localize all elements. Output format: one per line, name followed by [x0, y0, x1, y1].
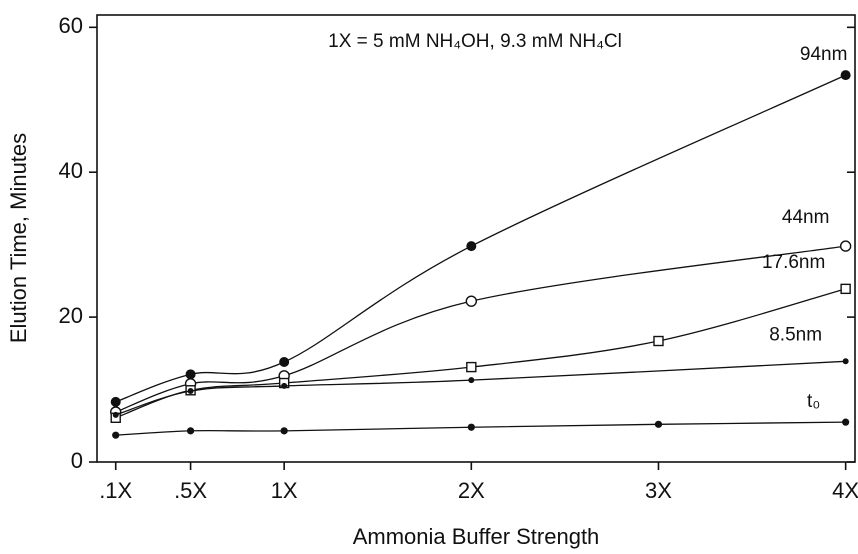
- annotation: 1X = 5 mM NH₄OH, 9.3 mM NH₄Cl: [328, 31, 622, 52]
- series-line: [115, 288, 846, 419]
- marker: [467, 423, 475, 431]
- series-label: 17.6nm: [762, 252, 825, 273]
- y-tick-label: 60: [59, 13, 83, 38]
- marker: [112, 431, 120, 439]
- series-line: [115, 421, 846, 436]
- marker: [840, 283, 851, 295]
- y-axis-label: Elution Time, Minutes: [6, 133, 31, 343]
- marker: [842, 418, 850, 426]
- y-tick-label: 40: [59, 158, 83, 183]
- marker: [281, 382, 288, 389]
- marker: [466, 361, 477, 373]
- marker: [840, 70, 851, 81]
- x-axis-label: Ammonia Buffer Strength: [353, 524, 600, 549]
- x-tick-label: .1X: [99, 478, 132, 503]
- marker: [110, 396, 121, 407]
- series-label: t₀: [807, 391, 820, 412]
- x-tick-label: 3X: [645, 478, 672, 503]
- x-tick-label: .5X: [174, 478, 207, 503]
- series-line: [115, 360, 846, 416]
- marker: [279, 357, 290, 368]
- plot-frame: [96, 14, 856, 463]
- marker: [466, 241, 477, 252]
- x-tick-label: 4X: [832, 478, 858, 503]
- marker: [185, 369, 196, 380]
- x-tick-label: 2X: [458, 478, 485, 503]
- x-tick-label: 1X: [271, 478, 298, 503]
- y-tick-label: 0: [71, 448, 83, 473]
- series-label: 44nm: [782, 207, 830, 228]
- series-line: [115, 74, 846, 403]
- marker: [280, 427, 288, 435]
- marker: [112, 411, 119, 418]
- series-label: 94nm: [800, 44, 848, 65]
- marker: [465, 295, 478, 307]
- marker: [653, 335, 664, 347]
- series-label: 8.5nm: [769, 324, 822, 345]
- marker: [468, 377, 475, 384]
- y-tick-label: 20: [59, 303, 83, 328]
- marker: [187, 388, 194, 395]
- marker: [839, 240, 852, 252]
- marker: [186, 427, 195, 435]
- marker: [842, 358, 849, 365]
- marker: [654, 420, 663, 428]
